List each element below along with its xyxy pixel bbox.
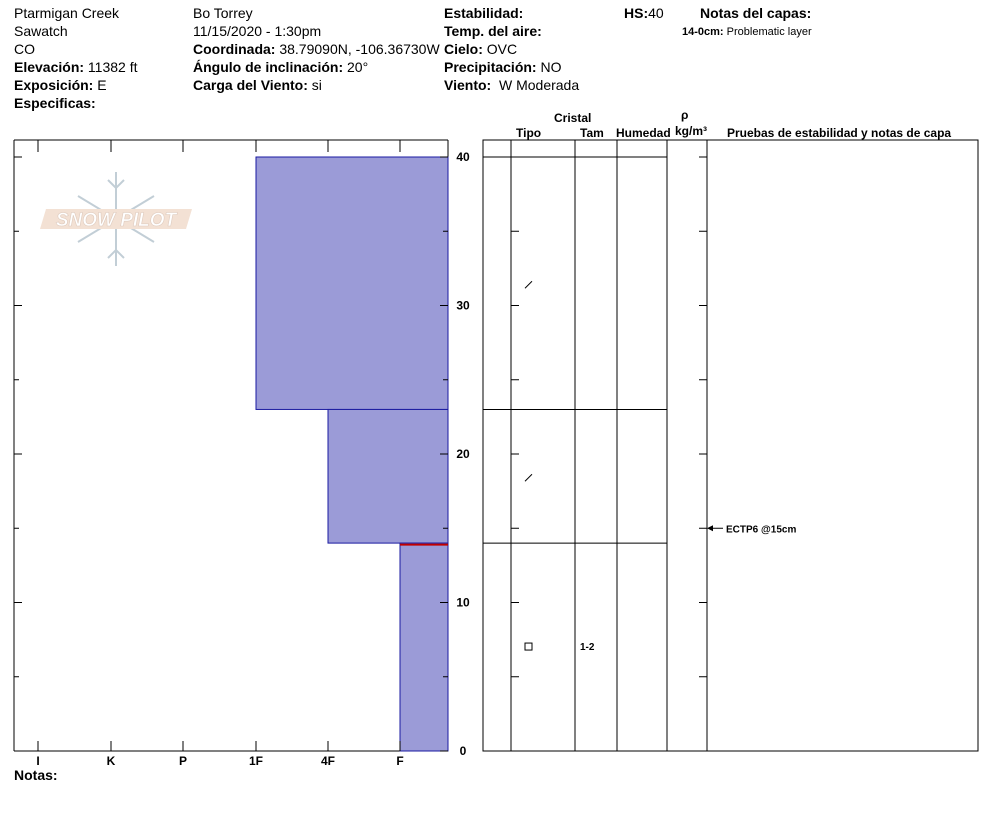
layer-note-text: Problematic layer — [726, 26, 812, 38]
coordinate-label: Coordinada: — [193, 41, 276, 57]
moisture-header: Humedad — [616, 126, 671, 140]
hardness-layer-1 — [255, 156, 449, 410]
crystal-type-icon-2 — [524, 473, 533, 482]
logo-text: SNOW PILOT — [56, 210, 178, 231]
wind-label: Viento: — [444, 77, 492, 93]
depth-tick-label-40: 40 — [456, 150, 470, 164]
crystal-type-icon-3 — [524, 642, 533, 651]
sky-label: Cielo: — [444, 41, 483, 57]
layer-notes-title: Notas del capas: — [700, 5, 812, 21]
depth-tick-label-20: 20 — [456, 447, 470, 461]
coordinate-row: Coordinada: 38.79090N, -106.36730W — [193, 41, 440, 57]
slope-value: 20° — [347, 59, 369, 75]
crystal-size-3: 1-2 — [580, 642, 595, 653]
observer-name: Bo Torrey — [193, 5, 253, 21]
hardness-tick-label-I: I — [36, 754, 39, 768]
test-result-1: ECTP6 @15cm — [726, 524, 796, 535]
precip-value: NO — [540, 59, 562, 75]
stability-label: Estabilidad: — [444, 5, 524, 21]
density-unit-header: kg/m³ — [675, 124, 708, 138]
hardness-tick-label-4F: 4F — [321, 754, 335, 768]
sky-row: Cielo: OVC — [444, 41, 517, 57]
rho-header: ρ — [681, 108, 689, 122]
wind-load-row: Carga del Viento: si — [193, 77, 322, 93]
precip-row: Precipitación: NO — [444, 59, 561, 75]
coordinate-value: 38.79090N, -106.36730W — [279, 41, 440, 57]
size-header: Tam — [580, 126, 604, 140]
type-header: Tipo — [516, 126, 542, 140]
notes-label: Notas: — [14, 767, 58, 783]
sky-value: OVC — [486, 41, 518, 57]
layer-note-row: 14-0cm: Problematic layer — [682, 24, 812, 40]
hardness-layer-2 — [327, 408, 449, 544]
aspect-label: Exposición: — [14, 77, 94, 93]
state: CO — [14, 41, 35, 57]
layer-note-depth: 14-0cm: — [682, 26, 724, 38]
hardness-tick-label-F: F — [396, 754, 403, 768]
hs-row: HS:40 — [624, 5, 664, 21]
crystal-type-icon-1 — [524, 280, 533, 289]
hs-label: HS: — [624, 5, 649, 21]
hardness-tick-label-P: P — [179, 754, 187, 768]
wind-value: W Moderada — [498, 77, 580, 93]
precip-label: Precipitación: — [444, 59, 537, 75]
wind-row: Viento: W Moderada — [444, 77, 579, 93]
elevation-value: 11382 ft — [87, 59, 138, 75]
hardness-tick-label-K: K — [107, 754, 116, 768]
observation-datetime: 11/15/2020 - 1:30pm — [193, 23, 322, 39]
aspect-row: Exposición: E — [14, 77, 107, 93]
slope-row: Ángulo de inclinación: 20° — [193, 59, 368, 75]
hs-value: 40 — [648, 5, 664, 21]
aspect-value: E — [97, 77, 107, 93]
depth-tick-label-10: 10 — [456, 596, 470, 610]
test-pointer-arrow-1 — [707, 525, 713, 532]
stratigraphy-table-frame — [482, 139, 979, 752]
air-temp-label: Temp. del aire: — [444, 23, 542, 39]
depth-tick-label-30: 30 — [456, 299, 470, 313]
specifics-label: Especificas: — [14, 95, 96, 111]
mountain-range: Sawatch — [14, 23, 68, 39]
slope-label: Ángulo de inclinación: — [193, 59, 344, 75]
wind-load-label: Carga del Viento: — [193, 77, 308, 93]
crystal-header: Cristal — [554, 111, 592, 125]
snowpilot-logo: SNOW PILOT — [40, 172, 192, 266]
tests-header: Pruebas de estabilidad y notas de capa — [727, 126, 952, 140]
wind-load-value: si — [311, 77, 322, 93]
location-name: Ptarmigan Creek — [14, 5, 120, 21]
hardness-tick-label-1F: 1F — [249, 754, 263, 768]
depth-tick-label-0: 0 — [460, 744, 467, 758]
elevation-label: Elevación: — [14, 59, 85, 75]
hardness-layer-3 — [399, 542, 449, 752]
elevation-row: Elevación: 11382 ft — [14, 59, 137, 75]
